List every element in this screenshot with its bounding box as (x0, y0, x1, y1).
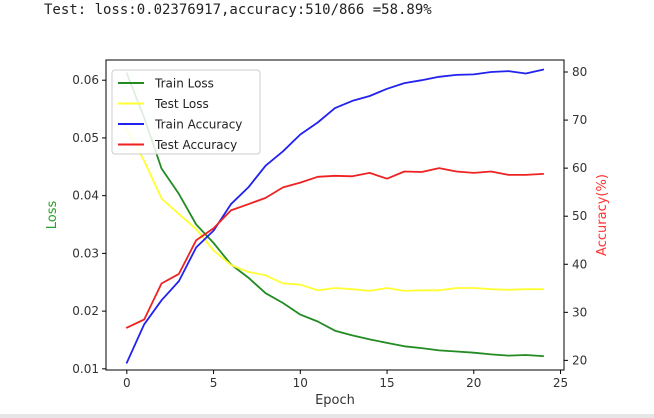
legend-label-test-accuracy: Test Accuracy (154, 138, 237, 152)
x-tick-label: 5 (210, 376, 218, 390)
y-left-tick-label: 0.02 (72, 304, 99, 318)
series-line-train-loss (125, 72, 545, 358)
test-result-line: Test: loss:0.02376917,accuracy:510/866 =… (44, 2, 432, 18)
y-left-tick-label: 0.04 (72, 189, 99, 203)
legend-label-test-loss: Test Loss (154, 97, 209, 111)
y-right-tick-label: 50 (572, 209, 587, 223)
y-right-tick-label: 30 (572, 305, 587, 319)
y-axis-right: 20 30 40 50 60 70 80 (564, 65, 587, 367)
y-left-tick-label: 0.01 (72, 362, 99, 376)
x-tick-label: 25 (553, 376, 568, 390)
legend-label-train-accuracy: Train Accuracy (154, 118, 242, 132)
series-line-test-accuracy (125, 167, 545, 329)
y-axis-right-label: Accuracy(%) (595, 174, 610, 256)
x-axis-label: Epoch (315, 393, 355, 408)
series-line-train-accuracy (125, 68, 545, 364)
y-right-tick-label: 80 (572, 65, 587, 79)
bottom-scrollbar (0, 414, 654, 418)
x-tick-label: 15 (379, 376, 394, 390)
y-right-tick-label: 60 (572, 161, 587, 175)
legend: Train Loss Test Loss Train Accuracy Test Ac… (111, 69, 261, 155)
plot-lines (125, 68, 545, 364)
y-left-tick-label: 0.06 (72, 73, 99, 87)
x-tick-label: 10 (293, 376, 308, 390)
x-tick-label: 20 (466, 376, 481, 390)
y-axis-left: 0.01 0.02 0.03 0.04 0.05 0.06 (72, 73, 106, 376)
y-right-tick-label: 20 (572, 353, 587, 367)
legend-label-train-loss: Train Loss (154, 77, 214, 91)
y-right-tick-label: 40 (572, 257, 587, 271)
series-line-test-loss (125, 128, 545, 292)
y-left-tick-label: 0.05 (72, 131, 99, 145)
y-right-tick-label: 70 (572, 113, 587, 127)
legend-box (111, 69, 261, 155)
x-tick-label: 0 (123, 376, 131, 390)
y-axis-left-label: Loss (45, 201, 60, 230)
plot-frame (105, 59, 565, 371)
y-left-tick-label: 0.03 (72, 246, 99, 260)
x-axis: 0 5 10 15 20 25 (123, 370, 568, 390)
